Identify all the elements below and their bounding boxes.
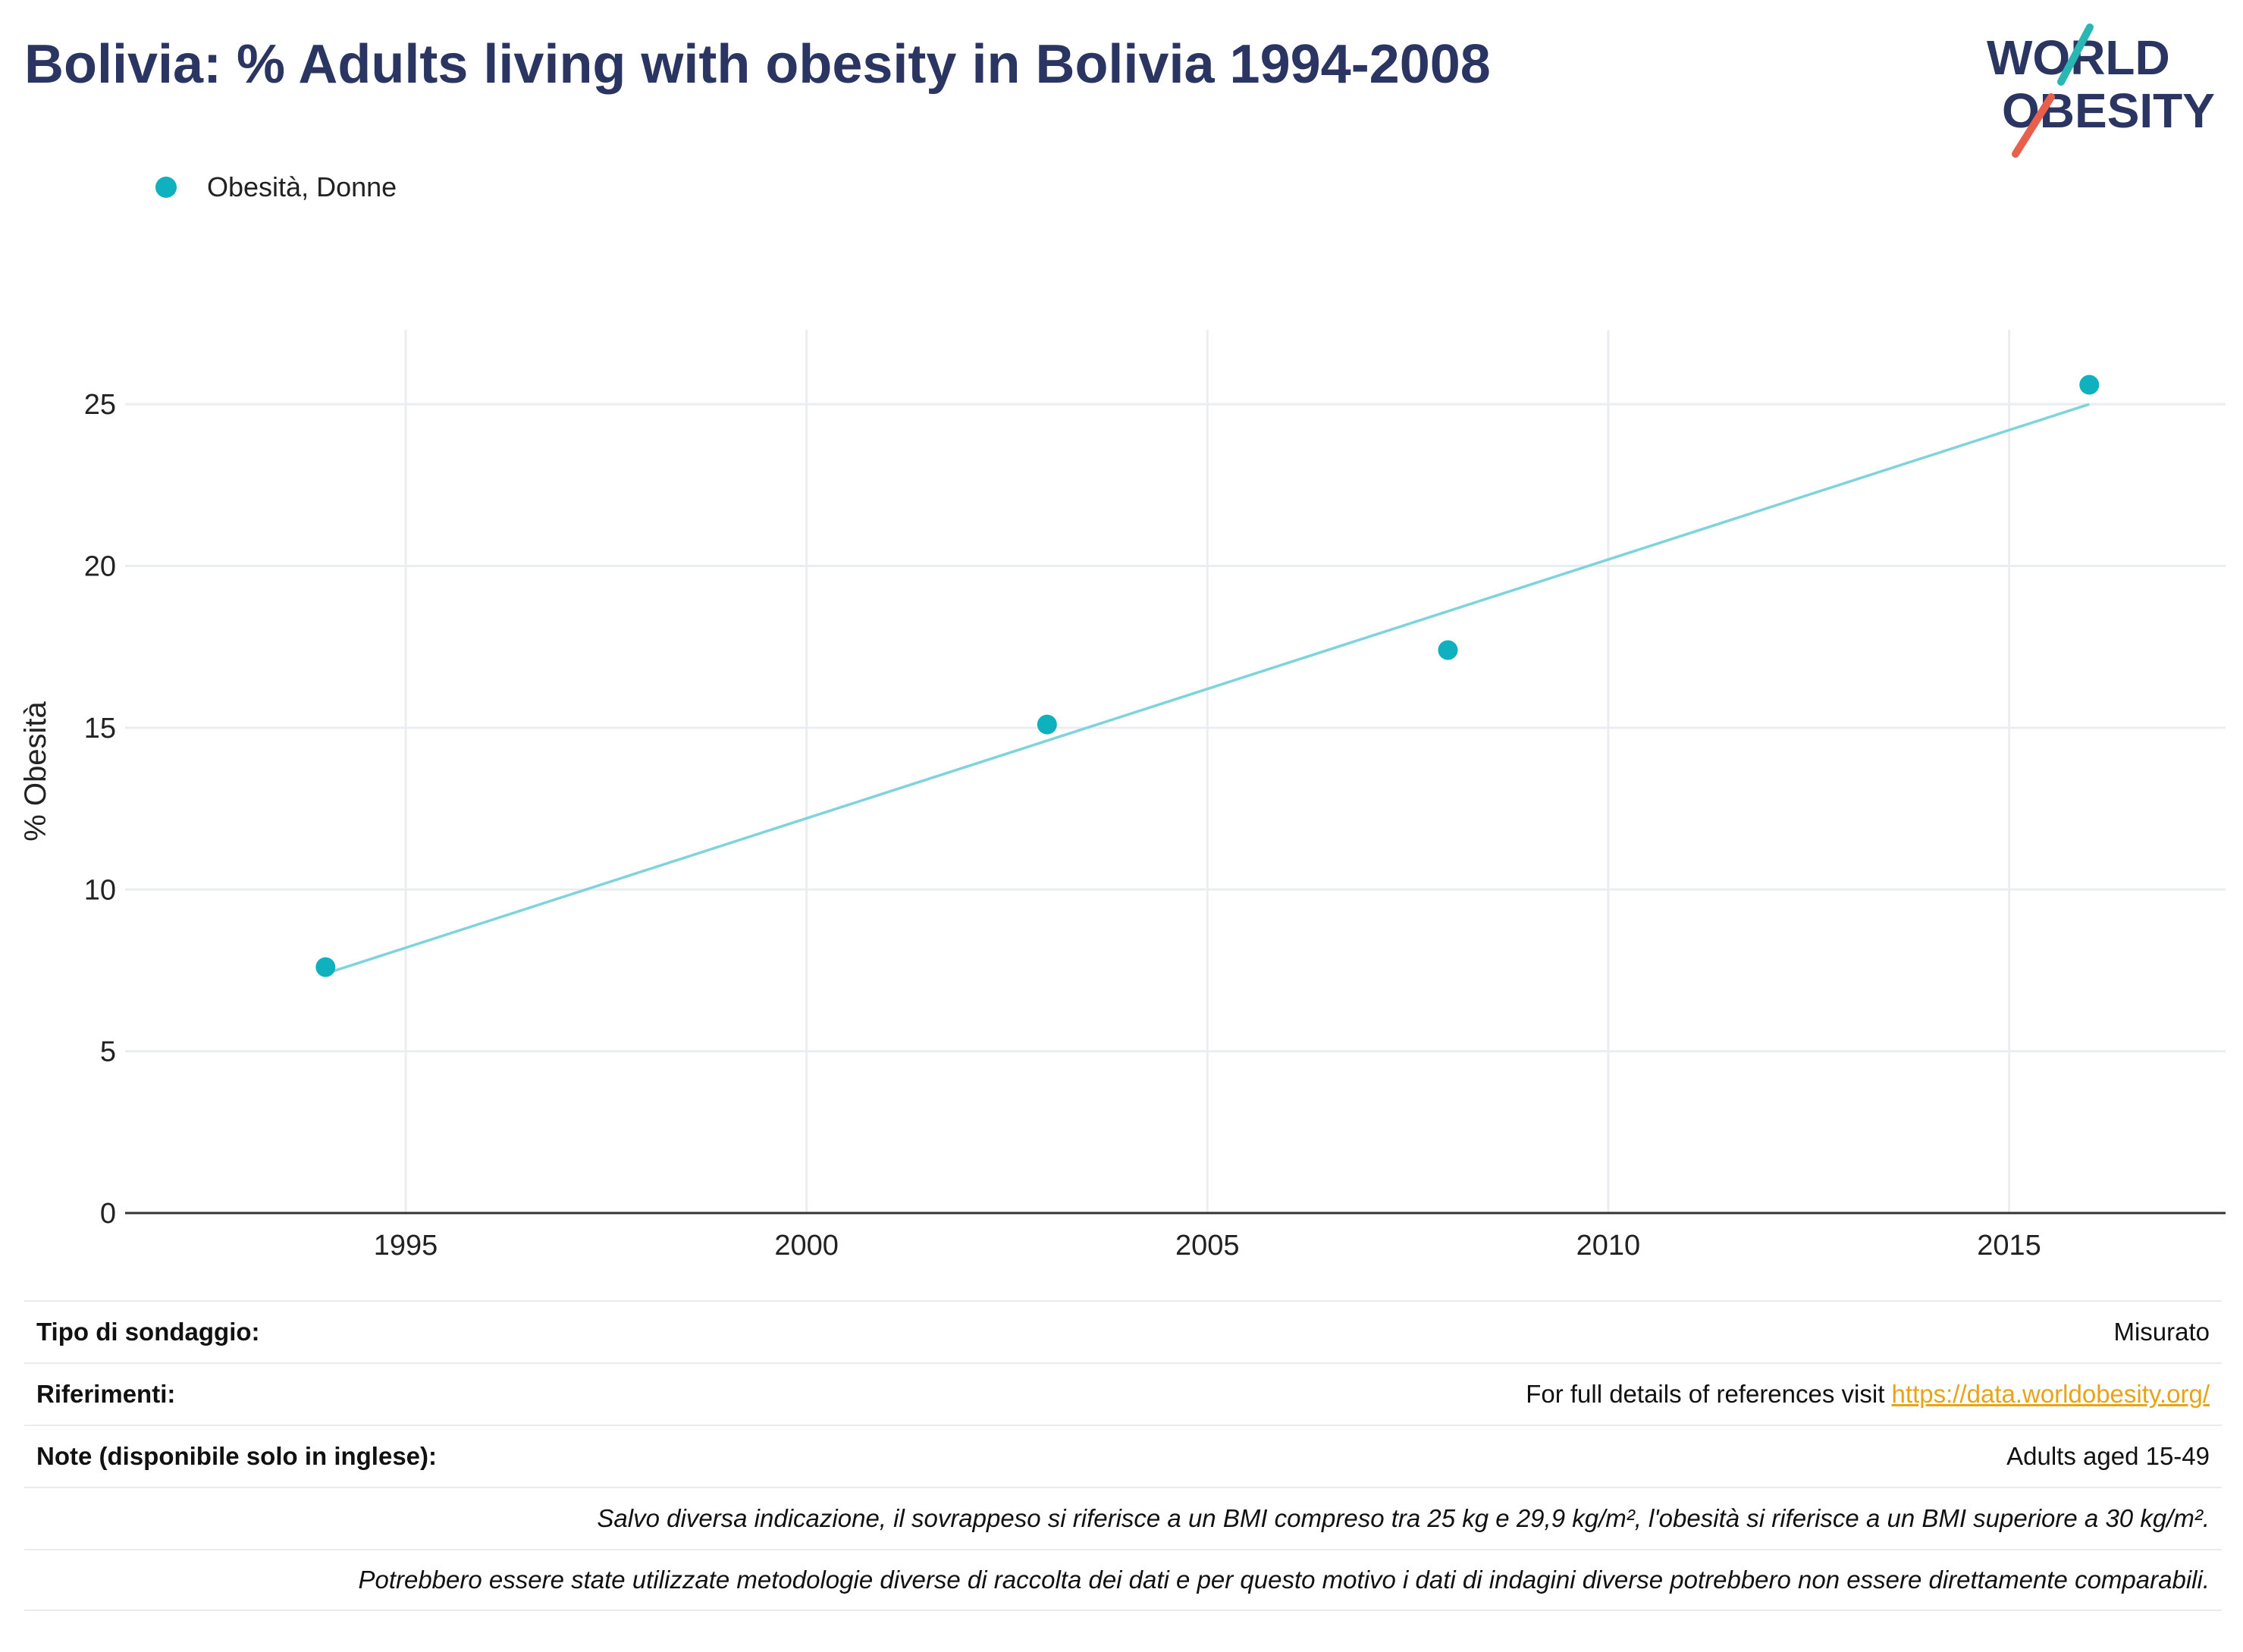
footer-row-survey-type: Tipo di sondaggio: Misurato <box>24 1300 2222 1362</box>
y-tick-label: 15 <box>84 713 116 744</box>
trendline <box>325 403 2090 975</box>
legend-label: Obesità, Donne <box>207 171 397 202</box>
data-point <box>1438 640 1458 660</box>
grid-lines <box>125 330 2226 1213</box>
y-axis-label: % Obesità <box>19 701 52 841</box>
footer-row-references: Riferimenti: For full details of referen… <box>24 1362 2222 1425</box>
x-tick-label: 2000 <box>774 1230 839 1262</box>
x-tick-label: 2010 <box>1576 1230 1641 1262</box>
logo-slash-red <box>2012 93 2055 158</box>
legend[interactable]: Obesità, Donne <box>155 171 397 203</box>
legend-marker <box>155 177 177 198</box>
references-value: For full details of references visit htt… <box>1526 1380 2210 1409</box>
world-obesity-logo: WORLD OBESITY <box>1987 24 2215 158</box>
y-tick-label: 25 <box>84 389 116 421</box>
survey-type-value: Misurato <box>2113 1318 2210 1346</box>
chart-title: Bolivia: % Adults living with obesity in… <box>24 34 1491 95</box>
data-point <box>2079 375 2100 395</box>
footer-table: Tipo di sondaggio: Misurato Riferimenti:… <box>24 1300 2222 1611</box>
note-bmi-definition: Salvo diversa indicazione, il sovrappeso… <box>597 1504 2210 1532</box>
footer-row-notes: Note (disponibile solo in inglese): Adul… <box>24 1425 2222 1487</box>
logo-text-obesity: OBESITY <box>2002 83 2215 138</box>
notes-value: Adults aged 15-49 <box>2006 1442 2210 1470</box>
references-text: For full details of references visit <box>1526 1380 1892 1408</box>
references-label: Riferimenti: <box>36 1380 176 1408</box>
tick-labels: 1995 2000 2005 2010 2015 0 5 10 15 20 25 <box>84 389 2041 1262</box>
footer-note-bmi: Salvo diversa indicazione, il sovrappeso… <box>24 1487 2222 1549</box>
chart-plot: 1995 2000 2005 2010 2015 0 5 10 15 20 25 % Obesità <box>19 330 2226 1262</box>
x-tick-label: 2015 <box>1977 1230 2041 1262</box>
y-tick-label: 10 <box>84 874 116 906</box>
note-methodology: Potrebbero essere state utilizzate metod… <box>358 1566 2210 1594</box>
footer-note-methodology: Potrebbero essere state utilizzate metod… <box>24 1549 2222 1611</box>
data-points <box>315 375 2100 977</box>
survey-type-label: Tipo di sondaggio: <box>36 1318 260 1346</box>
trendline-layer <box>325 403 2090 975</box>
data-point <box>315 957 336 977</box>
data-point <box>1037 714 1057 735</box>
logo-slash-teal <box>2057 24 2094 86</box>
notes-label: Note (disponibile solo in inglese): <box>36 1442 438 1470</box>
references-link[interactable]: https://data.worldobesity.org/ <box>1891 1380 2210 1408</box>
y-tick-label: 0 <box>100 1198 116 1230</box>
x-tick-label: 1995 <box>374 1230 438 1262</box>
x-tick-label: 2005 <box>1175 1230 1240 1262</box>
logo-text-world: WORLD <box>1987 30 2170 85</box>
y-tick-label: 20 <box>84 551 116 583</box>
y-tick-label: 5 <box>100 1036 116 1068</box>
